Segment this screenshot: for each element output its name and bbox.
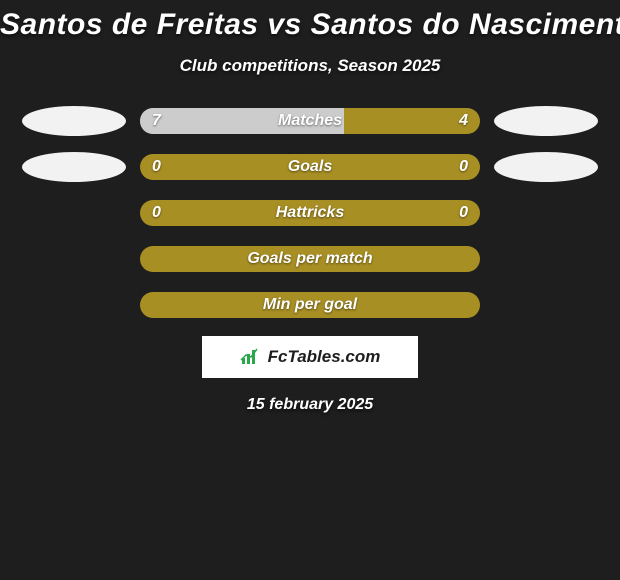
brand-text: FcTables.com xyxy=(268,347,381,367)
page-title: Santos de Freitas vs Santos do Nasciment… xyxy=(0,8,620,42)
stat-label: Matches xyxy=(140,108,480,134)
brand-badge: FcTables.com xyxy=(202,336,418,378)
date-label: 15 february 2025 xyxy=(0,396,620,414)
player-right-ellipse xyxy=(494,106,598,136)
stat-label: Hattricks xyxy=(140,200,480,226)
player-right-ellipse xyxy=(494,152,598,182)
stat-row: 0Hattricks0 xyxy=(10,200,610,226)
stat-label: Goals per match xyxy=(140,246,480,272)
stat-bar: Goals per match xyxy=(140,246,480,272)
stat-label: Min per goal xyxy=(140,292,480,318)
stat-value-right: 0 xyxy=(459,154,468,180)
stat-bar: 0Hattricks0 xyxy=(140,200,480,226)
stat-row: 7Matches4 xyxy=(10,108,610,134)
stat-value-right: 0 xyxy=(459,200,468,226)
player-left-ellipse xyxy=(22,106,126,136)
stats-card: Santos de Freitas vs Santos do Nasciment… xyxy=(0,0,620,580)
bar-chart-icon xyxy=(240,348,262,366)
stat-label: Goals xyxy=(140,154,480,180)
stat-bar: 0Goals0 xyxy=(140,154,480,180)
stat-value-right: 4 xyxy=(459,108,468,134)
player-left-ellipse xyxy=(22,152,126,182)
stat-bar: Min per goal xyxy=(140,292,480,318)
subtitle: Club competitions, Season 2025 xyxy=(0,56,620,76)
stat-row: 0Goals0 xyxy=(10,154,610,180)
stat-bar: 7Matches4 xyxy=(140,108,480,134)
stat-row: Goals per match xyxy=(10,246,610,272)
stat-row: Min per goal xyxy=(10,292,610,318)
stat-rows: 7Matches40Goals00Hattricks0Goals per mat… xyxy=(0,108,620,318)
